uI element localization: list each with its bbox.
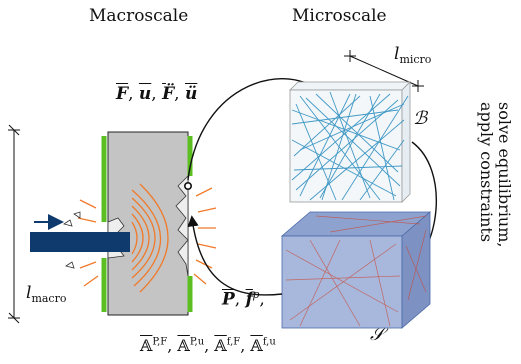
microscale-heading: Microscale [292, 6, 387, 26]
volume-B-label: ℬ [413, 108, 428, 129]
probe-point [184, 182, 193, 191]
l-macro-dimension [8, 124, 20, 324]
macro-to-micro-quantities: F, u, F̈, ü [116, 84, 198, 104]
debris [63, 211, 81, 269]
impact-waves [77, 183, 217, 293]
l-micro-label: lmicro [394, 44, 432, 67]
volume-S-label: 𝒮 [370, 324, 384, 345]
macroscale-heading: Macroscale [89, 6, 189, 26]
macro-plate [101, 131, 193, 316]
micro-volume-S [280, 211, 432, 329]
tangent-operators: 𝔸P,F, 𝔸P,u, 𝔸f,F, 𝔸f,u [140, 336, 276, 355]
arrow-micro-to-macro [187, 215, 283, 296]
projectile [30, 214, 130, 252]
l-macro-label: lmacro [26, 283, 67, 306]
l-micro-dimension [344, 50, 424, 92]
micro-volume-B [289, 81, 411, 203]
